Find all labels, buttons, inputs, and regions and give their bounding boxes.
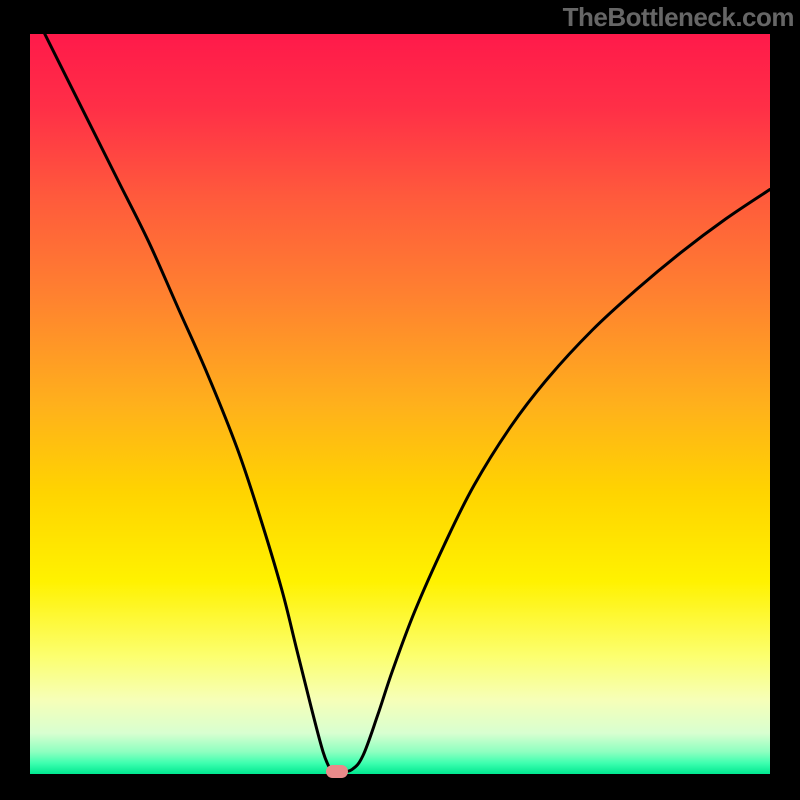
watermark-text: TheBottleneck.com [563,0,800,33]
vertex-marker [326,765,348,778]
bottleneck-curve [30,34,770,774]
plot-area [30,34,770,774]
chart-container: { "watermark": { "text": "TheBottleneck.… [0,0,800,800]
